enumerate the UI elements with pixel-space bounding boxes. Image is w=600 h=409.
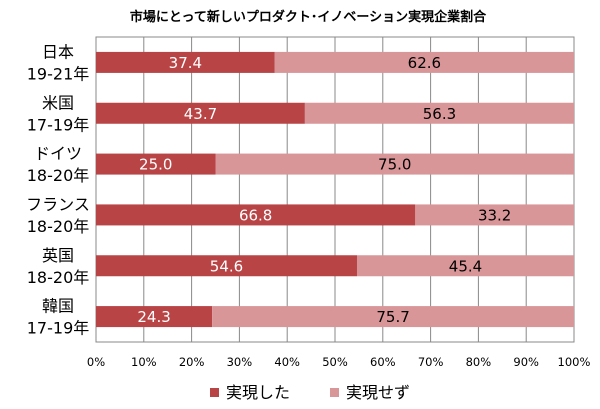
bar-realized: [96, 102, 305, 124]
data-label: 62.6: [408, 54, 441, 72]
bar-not-realized: [274, 51, 574, 73]
bar-not-realized: [415, 204, 574, 226]
x-tick-label: 90%: [513, 355, 539, 369]
category-period-label: 17-19年: [27, 115, 90, 134]
x-tick-label: 80%: [466, 355, 492, 369]
bar-not-realized: [356, 255, 574, 277]
x-tick-label: 0%: [87, 355, 105, 369]
gridlines: [95, 36, 575, 343]
bar-realized: [96, 306, 213, 328]
legend-label: 実現した: [226, 383, 290, 402]
legend-swatch: [330, 388, 339, 397]
data-label: 25.0: [139, 156, 172, 174]
bar-not-realized: [215, 153, 574, 175]
data-label: 24.3: [137, 308, 170, 326]
bar-realized: [96, 153, 216, 175]
bar-not-realized: [304, 102, 574, 124]
data-label: 75.0: [378, 156, 411, 174]
data-label: 43.7: [184, 105, 217, 123]
bars: 37.4 62.6 43.7 56.3 25.0 75.0 66.8 33.2 54.6 45.4…: [96, 51, 575, 328]
data-label: 45.4: [449, 257, 482, 275]
category-label: フランス: [26, 195, 90, 214]
category-label: 日本: [42, 42, 74, 61]
x-axis-ticks: 0% 10% 20% 30% 40% 50% 60% 70% 80% 90% 100%: [87, 355, 591, 369]
data-label: 66.8: [239, 206, 272, 224]
category-period-label: 18-20年: [27, 217, 90, 236]
bar-realized: [96, 255, 357, 277]
x-tick-label: 30%: [227, 355, 253, 369]
data-label: 56.3: [423, 105, 456, 123]
x-tick-label: 40%: [274, 355, 300, 369]
data-label: 54.6: [210, 257, 243, 275]
legend: 実現した 実現せず: [210, 383, 410, 402]
bar-not-realized: [212, 306, 575, 328]
data-label: 37.4: [169, 54, 202, 72]
data-label: 33.2: [478, 206, 511, 224]
category-label: 米国: [42, 93, 74, 112]
x-tick-label: 20%: [179, 355, 205, 369]
chart-title: 市場にとって新しいプロダクト･イノベーション実現企業割合: [130, 9, 487, 25]
category-label: ドイツ: [34, 144, 82, 163]
x-tick-label: 60%: [370, 355, 396, 369]
category-period-label: 19-21年: [27, 64, 90, 83]
bar-realized: [96, 204, 416, 226]
legend-swatch: [210, 388, 219, 397]
category-period-label: 18-20年: [27, 268, 90, 287]
legend-label: 実現せず: [346, 383, 410, 402]
category-label: 英国: [42, 246, 74, 265]
x-tick-label: 10%: [131, 355, 157, 369]
x-tick-label: 50%: [322, 355, 348, 369]
x-tick-label: 100%: [558, 355, 591, 369]
bar-realized: [96, 51, 275, 73]
category-period-label: 18-20年: [27, 166, 90, 185]
data-label: 75.7: [376, 308, 409, 326]
category-label: 韓国: [42, 297, 74, 316]
x-tick-label: 70%: [418, 355, 444, 369]
category-period-label: 17-19年: [27, 319, 90, 338]
